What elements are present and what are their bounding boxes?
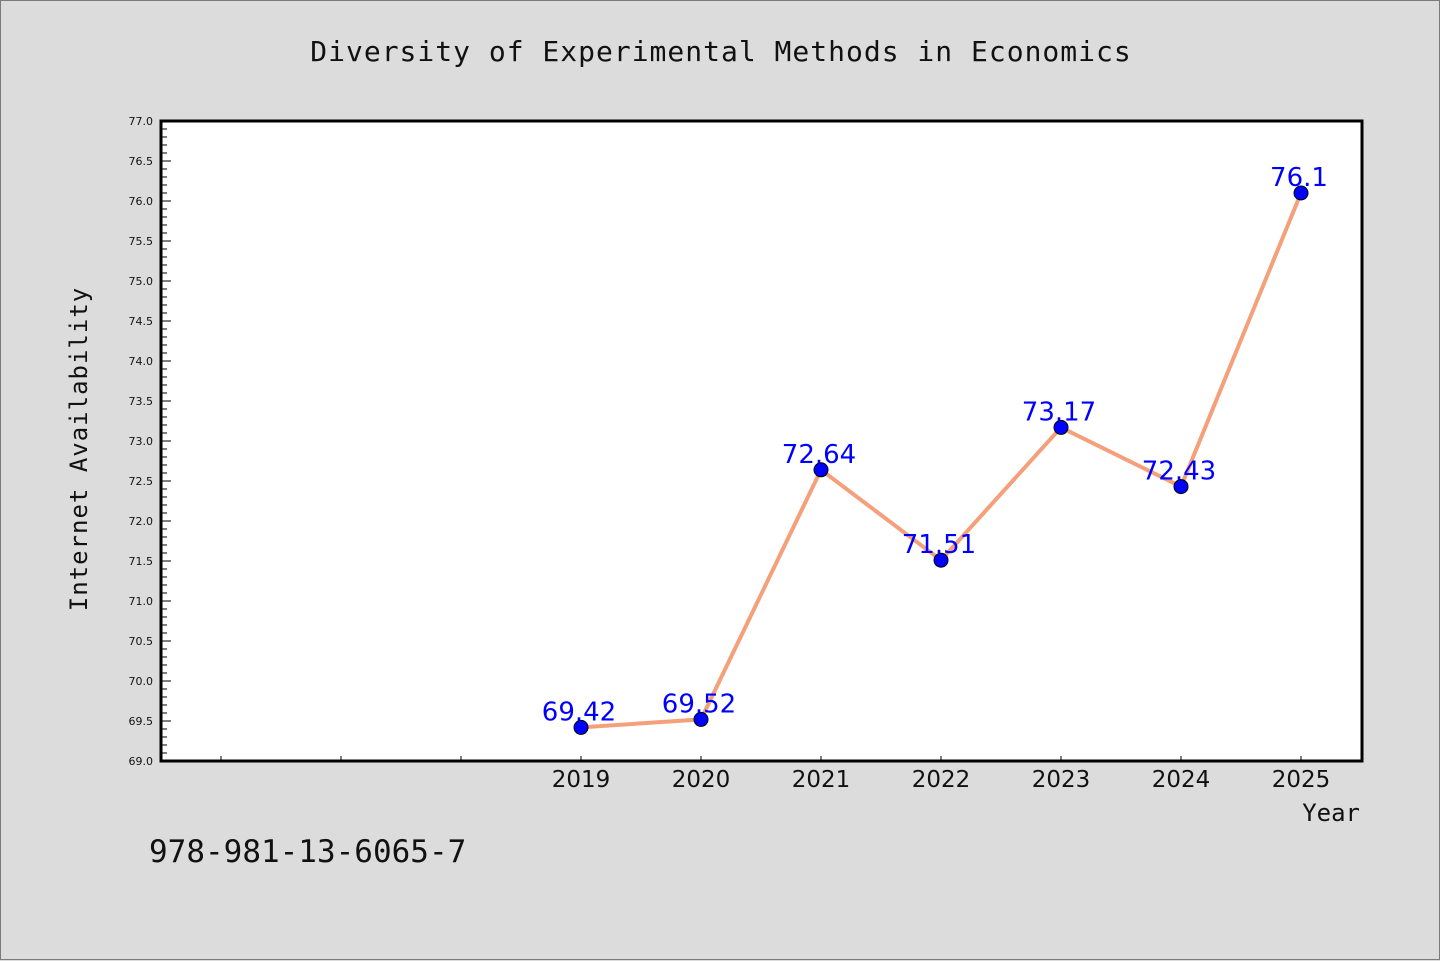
y-tick-label: 73.5 — [129, 395, 154, 408]
data-point — [693, 711, 709, 727]
y-tick-label: 76.0 — [129, 195, 154, 208]
data-label: 76.1 — [1270, 163, 1328, 193]
data-label: 73.17 — [1022, 397, 1096, 427]
data-point — [573, 719, 589, 735]
x-tick-label: 2022 — [912, 767, 971, 793]
y-tick-label: 75.5 — [129, 235, 154, 248]
y-tick-label: 70.0 — [129, 675, 154, 688]
y-tick-label: 76.5 — [129, 155, 154, 168]
y-axis-title: Internet Availability — [65, 287, 93, 611]
data-label: 72.64 — [782, 440, 856, 470]
y-axis: 69.0 69.5 70.0 70.5 71.0 71.5 72.0 72.5 73.0 73.5… — [129, 115, 171, 768]
data-point — [813, 462, 829, 478]
series-markers — [573, 185, 1309, 735]
y-tick-label: 70.5 — [129, 635, 154, 648]
y-tick-label: 74.0 — [129, 355, 154, 368]
x-tick-label: 2020 — [672, 767, 731, 793]
x-tick-label: 2023 — [1032, 767, 1091, 793]
y-tick-label: 77.0 — [129, 115, 154, 128]
x-tick-label: 2019 — [552, 767, 611, 793]
y-tick-label: 69.5 — [129, 715, 154, 728]
chart-title: Diversity of Experimental Methods in Eco… — [310, 35, 1132, 68]
data-point — [1173, 479, 1189, 495]
y-tick-label: 75.0 — [129, 275, 154, 288]
x-tick-label: 2021 — [792, 767, 851, 793]
data-label: 69.42 — [542, 697, 616, 727]
x-tick-label: 2025 — [1272, 767, 1331, 793]
y-tick-label: 74.5 — [129, 315, 154, 328]
y-tick-label: 72.5 — [129, 475, 154, 488]
x-tick-label: 2024 — [1152, 767, 1211, 793]
plot-area — [159, 119, 1364, 763]
y-tick-label: 73.0 — [129, 435, 154, 448]
y-tick-label: 71.0 — [129, 595, 154, 608]
x-axis-title: Year — [1302, 799, 1360, 827]
data-label: 71.51 — [902, 530, 976, 560]
data-label: 72.43 — [1142, 457, 1216, 487]
data-point — [1053, 419, 1069, 435]
y-tick-label: 71.5 — [129, 555, 154, 568]
y-tick-label: 72.0 — [129, 515, 154, 528]
data-labels: 69.42 69.52 72.64 71.51 73.17 72.43 76.1 — [542, 163, 1328, 727]
data-point — [1293, 185, 1309, 201]
data-label: 69.52 — [662, 689, 736, 719]
y-tick-label: 69.0 — [129, 755, 154, 768]
data-point — [933, 552, 949, 568]
x-axis: 2019 2020 2021 2022 2023 2024 2025 — [220, 756, 1331, 793]
isbn-label: 978-981-13-6065-7 — [149, 834, 467, 870]
